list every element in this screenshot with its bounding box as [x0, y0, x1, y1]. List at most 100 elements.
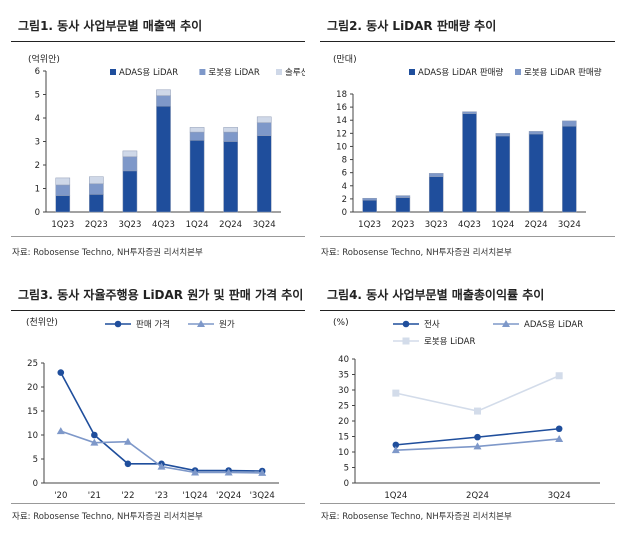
chart1-legend-swatch	[276, 69, 282, 75]
figure-4-title-rule	[320, 310, 615, 311]
figure-1-title: 그림1. 동사 사업부문별 매출액 추이	[18, 19, 203, 33]
chart3-legend-marker	[114, 320, 122, 328]
figure-2-title: 그림2. 동사 LiDAR 판매량 추이	[327, 19, 497, 33]
chart2-y-tick-label: 2	[342, 195, 347, 205]
figure-2-source-rule	[320, 236, 615, 237]
chart3-series-line	[60, 372, 263, 472]
chart1-y-tick-label: 3	[35, 138, 40, 148]
chart4-y-tick-label: 30	[338, 386, 349, 396]
chart1-bar	[189, 127, 205, 133]
figure-3-chart: (천위안) 0 5 10 15 20 25 '20 '21 '22 '23 '1Q24 '2Q24 '3Q…	[26, 317, 279, 501]
chart3-data-point	[258, 468, 267, 476]
figure-3: 그림3. 동사 자율주행용 LiDAR 원가 및 판매 가격 추이 (천위안) 0…	[11, 277, 305, 539]
figure-4: 그림4. 동사 사업부문별 매출총이익률 추이 (%) 0 5 10 15 20 25 30 3…	[320, 277, 615, 539]
chart1-bar	[189, 131, 205, 141]
chart4-data-point	[392, 441, 400, 449]
chart1-bar	[156, 95, 171, 107]
figure-4-source-rule	[320, 503, 615, 504]
figure-3-title-rule	[11, 310, 305, 311]
chart1-x-tick-label: 2Q23	[85, 220, 108, 230]
chart4-legend-label: 로봇용 LiDAR	[424, 337, 475, 347]
chart2-bar	[462, 111, 477, 114]
chart4-y-tick-label: 10	[338, 448, 349, 458]
chart2-y-tick-label: 14	[336, 116, 347, 126]
chart1-legend-label: 솔루션	[285, 67, 305, 78]
chart4-data-point	[555, 425, 563, 433]
chart1-legend-swatch	[110, 69, 116, 75]
chart1-bar	[189, 140, 205, 213]
chart2-bar	[562, 120, 577, 127]
chart1-bar	[122, 156, 138, 172]
chart4-y-tick-label: 20	[338, 417, 349, 427]
chart1-bar	[256, 116, 272, 123]
chart3-data-point	[157, 462, 166, 470]
chart1-x-tick-label: 3Q24	[253, 220, 276, 230]
chart4-data-point	[555, 372, 563, 380]
chart2-y-tick-label: 12	[336, 129, 347, 139]
chart4-series-line	[395, 375, 560, 412]
chart3-y-tick-label: 10	[27, 431, 38, 441]
chart3-x-tick-label: '1Q24	[182, 491, 207, 501]
figure-2-source: 자료: Robosense Techno, NH투자증권 리서치본부	[321, 248, 512, 258]
chart4-legend-marker	[402, 320, 410, 328]
chart1-y-tick-label: 1	[35, 185, 40, 195]
chart2-y-tick-label: 0	[342, 208, 347, 218]
chart4-data-point	[555, 434, 564, 442]
chart3-y-tick-label: 25	[27, 359, 38, 369]
chart1-x-tick-label: 4Q23	[152, 220, 175, 230]
chart3-data-point	[57, 369, 65, 376]
chart1-bar	[256, 122, 272, 136]
chart2-legend-label: 로봇용 LiDAR 판매량	[524, 67, 602, 78]
chart2-legend-swatch	[515, 69, 521, 75]
chart4-y-tick-label: 35	[338, 371, 349, 381]
chart1-bar	[122, 150, 138, 158]
chart1-y-tick-label: 0	[35, 208, 40, 218]
chart3-data-point	[191, 468, 200, 476]
chart2-x-tick-label: 1Q24	[491, 220, 514, 230]
chart1-y-tick-label: 5	[35, 91, 40, 101]
figure-1-source: 자료: Robosense Techno, NH투자증권 리서치본부	[12, 248, 203, 258]
chart3-x-tick-label: '23	[155, 491, 168, 501]
figure-2-title-rule	[320, 41, 615, 42]
figure-1: 그림1. 동사 사업부문별 매출액 추이 (억위안) 0 1 2 3 4 5 6 1Q23 2Q2…	[11, 8, 305, 263]
figure-2: 그림2. 동사 LiDAR 판매량 추이 (만대) 0 2 4 6 8 10 12 14 16 18…	[320, 8, 615, 263]
chart2-legend-label: ADAS용 LiDAR 판매량	[418, 67, 503, 78]
chart3-x-tick-label: '2Q24	[216, 491, 241, 501]
figure-4-title: 그림4. 동사 사업부문별 매출총이익률 추이	[327, 288, 545, 302]
chart2-y-tick-label: 10	[336, 142, 347, 152]
chart3-legend-label: 판매 가격	[136, 319, 170, 330]
chart2-bar	[362, 197, 377, 201]
chart3-data-point	[91, 431, 98, 439]
chart4-y-tick-label: 5	[344, 464, 349, 474]
figure-3-source: 자료: Robosense Techno, NH투자증권 리서치본부	[12, 512, 203, 522]
chart4-legend-label: ADAS용 LiDAR	[524, 320, 583, 330]
chart1-bar	[256, 135, 272, 213]
chart2-x-tick-label: 1Q23	[358, 220, 381, 230]
chart1-y-tick-label: 6	[35, 67, 40, 77]
chart4-data-point	[392, 389, 400, 397]
chart1-legend-label: ADAS용 LiDAR	[119, 68, 178, 78]
chart4-y-tick-label: 40	[338, 355, 349, 365]
chart4-x-tick-label: 3Q24	[548, 491, 571, 501]
figure-1-chart: (억위안) 0 1 2 3 4 5 6 1Q23 2Q23 3Q23 4Q23 1Q24 2Q24 3Q24…	[28, 53, 305, 230]
chart2-y-tick-label: 18	[336, 90, 347, 100]
chart1-bar	[55, 195, 71, 213]
chart1-x-tick-label: 1Q23	[51, 220, 74, 230]
chart3-y-tick-label: 5	[33, 455, 38, 465]
chart3-x-tick-label: '21	[88, 491, 101, 501]
figure-4-source: 자료: Robosense Techno, NH투자증권 리서치본부	[321, 512, 512, 522]
chart4-x-tick-label: 2Q24	[466, 491, 489, 501]
chart3-y-tick-label: 0	[33, 479, 38, 489]
chart3-data-point	[224, 468, 233, 476]
chart4-legend-label: 전사	[424, 319, 440, 330]
chart2-bar	[562, 125, 577, 213]
chart1-legend-swatch	[199, 69, 206, 75]
chart4-y-tick-label: 15	[338, 433, 349, 443]
chart1-bar	[55, 177, 71, 186]
chart1-unit-label: (억위안)	[28, 53, 60, 65]
chart2-x-tick-label: 3Q23	[425, 220, 448, 230]
chart1-bar	[223, 141, 238, 213]
chart4-legend-marker	[502, 320, 510, 327]
chart2-bar	[395, 195, 411, 198]
chart3-data-point	[123, 437, 132, 445]
